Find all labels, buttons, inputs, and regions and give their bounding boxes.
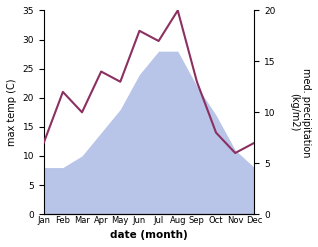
Y-axis label: med. precipitation
(kg/m2): med. precipitation (kg/m2) <box>289 67 311 157</box>
Y-axis label: max temp (C): max temp (C) <box>7 79 17 146</box>
X-axis label: date (month): date (month) <box>110 230 188 240</box>
